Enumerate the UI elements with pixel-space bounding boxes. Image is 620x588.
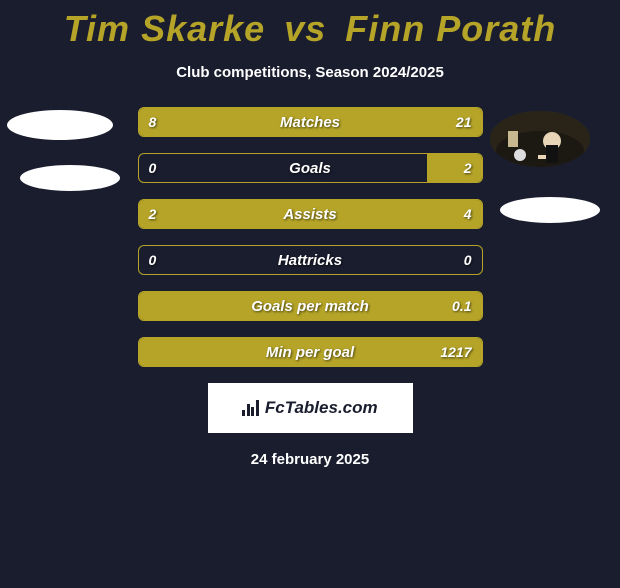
stat-row: 8Matches21 [138, 107, 483, 137]
player2-logo-placeholder [500, 197, 600, 223]
stat-bars: 8Matches210Goals22Assists40Hattricks0Goa… [138, 107, 483, 367]
fctables-badge: FcTables.com [208, 383, 413, 433]
stat-row: Min per goal1217 [138, 337, 483, 367]
stats-area: 8Matches210Goals22Assists40Hattricks0Goa… [0, 107, 620, 367]
stat-label: Hattricks [139, 246, 482, 274]
stat-value-right: 1217 [440, 338, 471, 366]
stat-row: 0Goals2 [138, 153, 483, 183]
date: 24 february 2025 [0, 451, 620, 468]
player1-photo-placeholder [7, 110, 113, 140]
stat-row: Goals per match0.1 [138, 291, 483, 321]
stat-value-right: 0 [464, 246, 472, 274]
player2-photo [490, 111, 590, 167]
badge-text: FcTables.com [265, 398, 378, 418]
stat-label: Goals [139, 154, 482, 182]
stat-row: 2Assists4 [138, 199, 483, 229]
player1-name: Tim Skarke [64, 8, 265, 49]
stat-label: Goals per match [139, 292, 482, 320]
stat-label: Assists [139, 200, 482, 228]
stat-label: Matches [139, 108, 482, 136]
stat-row: 0Hattricks0 [138, 245, 483, 275]
stat-value-right: 4 [464, 200, 472, 228]
player2-name: Finn Porath [345, 8, 556, 49]
stat-label: Min per goal [139, 338, 482, 366]
subtitle: Club competitions, Season 2024/2025 [0, 64, 620, 81]
bar-chart-icon [242, 400, 259, 416]
stat-value-right: 2 [464, 154, 472, 182]
comparison-title: Tim Skarke vs Finn Porath [0, 8, 620, 50]
stat-value-right: 0.1 [452, 292, 471, 320]
vs-text: vs [284, 8, 326, 49]
player1-logo-placeholder [20, 165, 120, 191]
stat-value-right: 21 [456, 108, 472, 136]
